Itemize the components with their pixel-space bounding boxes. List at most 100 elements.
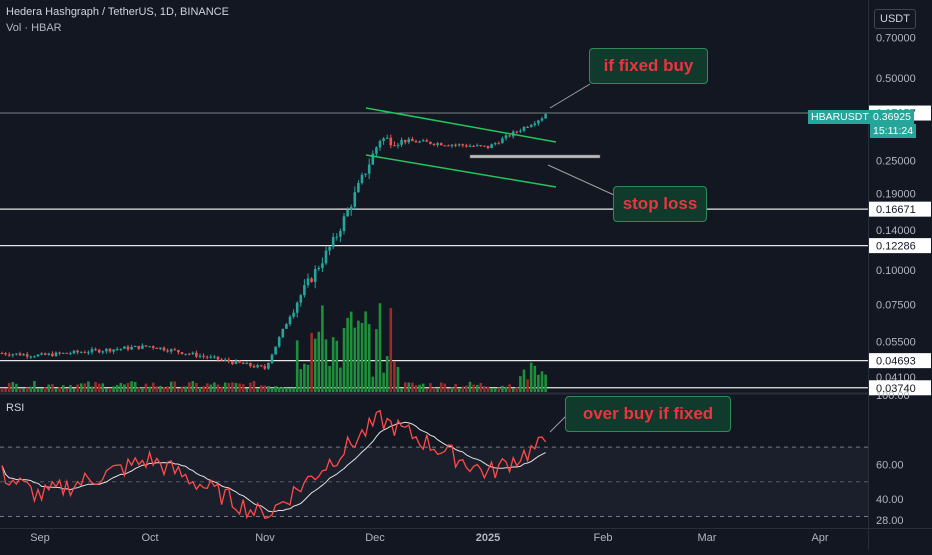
candle-body [421, 140, 425, 142]
candle [349, 204, 353, 216]
candle [234, 359, 238, 365]
volume-bar [108, 387, 112, 392]
currency-selector[interactable]: USDT [874, 9, 916, 29]
rsi-tick-label: 100.00 [876, 390, 910, 402]
annotation-pointer [547, 164, 615, 196]
annotation-text: over buy if fixed [582, 404, 714, 423]
candle-body [364, 173, 367, 175]
candle [220, 357, 223, 361]
volume-bar [0, 387, 4, 392]
volume-bar [231, 382, 234, 392]
volume-bar [94, 381, 97, 392]
candle [231, 360, 234, 366]
candle [162, 346, 166, 352]
candle [29, 355, 33, 360]
candle-body [303, 285, 306, 296]
candle [504, 133, 508, 141]
volume-bar [360, 322, 364, 392]
candle-body [83, 352, 87, 354]
candle-body [360, 174, 364, 184]
volume-bar [303, 363, 306, 392]
candle [123, 345, 126, 349]
volume-bar [335, 340, 339, 392]
candle [443, 144, 447, 147]
candle [76, 349, 79, 355]
volume-bar [285, 387, 288, 392]
annotation-stop-loss[interactable]: stop loss [613, 186, 707, 222]
candle [72, 349, 76, 355]
candle-body [267, 362, 270, 369]
annotation-over-buy[interactable]: over buy if fixed [565, 396, 731, 432]
volume-bar [490, 388, 493, 392]
candle [414, 139, 418, 143]
candle [87, 350, 90, 355]
volume-bar [457, 388, 461, 392]
volume-bar [241, 384, 245, 392]
volume-bar [159, 385, 162, 392]
volume-bar [439, 382, 443, 392]
volume-bar [195, 382, 198, 392]
candle-body [33, 356, 36, 358]
candle [533, 121, 537, 127]
volume-bar [353, 327, 357, 392]
price-tick-label: 0.07500 [876, 300, 916, 312]
candle [328, 245, 331, 256]
price-level-tag-bg [869, 201, 931, 217]
candle-body [198, 355, 202, 357]
price-level-tag-text: 0.16671 [876, 204, 916, 216]
candle-body [209, 356, 213, 358]
candle [364, 173, 367, 178]
candle-body [274, 346, 277, 355]
volume-bar [432, 387, 436, 392]
channel-bottom-line [365, 154, 557, 188]
candle [490, 143, 493, 149]
candle-body [403, 139, 407, 143]
candle [133, 345, 137, 348]
candle-body [119, 348, 123, 350]
candle-body [29, 356, 33, 358]
candle [58, 351, 61, 356]
time-tick-label: Nov [255, 532, 275, 544]
candle [537, 119, 540, 126]
price-level-tag-bg [869, 380, 931, 396]
candle [439, 142, 443, 146]
last-price-tag: 0.36925 [870, 110, 914, 124]
candle-body [227, 359, 231, 362]
candle-body [533, 123, 537, 126]
volume-bar [169, 381, 173, 392]
candle [468, 143, 472, 147]
volume-bar [43, 387, 47, 392]
price-tick-label: 0.25000 [876, 156, 916, 168]
candle [335, 233, 339, 241]
candle [79, 351, 83, 354]
candle-body [331, 236, 335, 247]
candle [115, 346, 119, 351]
candle [479, 144, 483, 147]
candle [144, 345, 148, 348]
volume-bar [414, 385, 418, 392]
annotation-if-fixed-buy[interactable]: if fixed buy [589, 48, 708, 84]
volume-bar [220, 386, 223, 392]
candle [353, 186, 357, 210]
volume-bar [274, 386, 277, 392]
candle-body [281, 328, 285, 338]
volume-bar [101, 383, 105, 392]
candle [202, 353, 205, 359]
candle-body [43, 353, 47, 355]
volume-bar [29, 386, 33, 392]
volume-bar [7, 383, 11, 392]
candle [447, 144, 450, 147]
volume-bar [54, 388, 58, 392]
candle-body [396, 144, 400, 146]
volume-bar [69, 385, 72, 392]
volume-bar [346, 317, 349, 392]
candle [501, 136, 504, 144]
candle-body [69, 353, 72, 355]
volume-bar [90, 386, 94, 392]
volume-bar [151, 382, 155, 392]
candle-body [148, 346, 151, 348]
candle-body [115, 349, 119, 351]
candle [137, 345, 141, 351]
